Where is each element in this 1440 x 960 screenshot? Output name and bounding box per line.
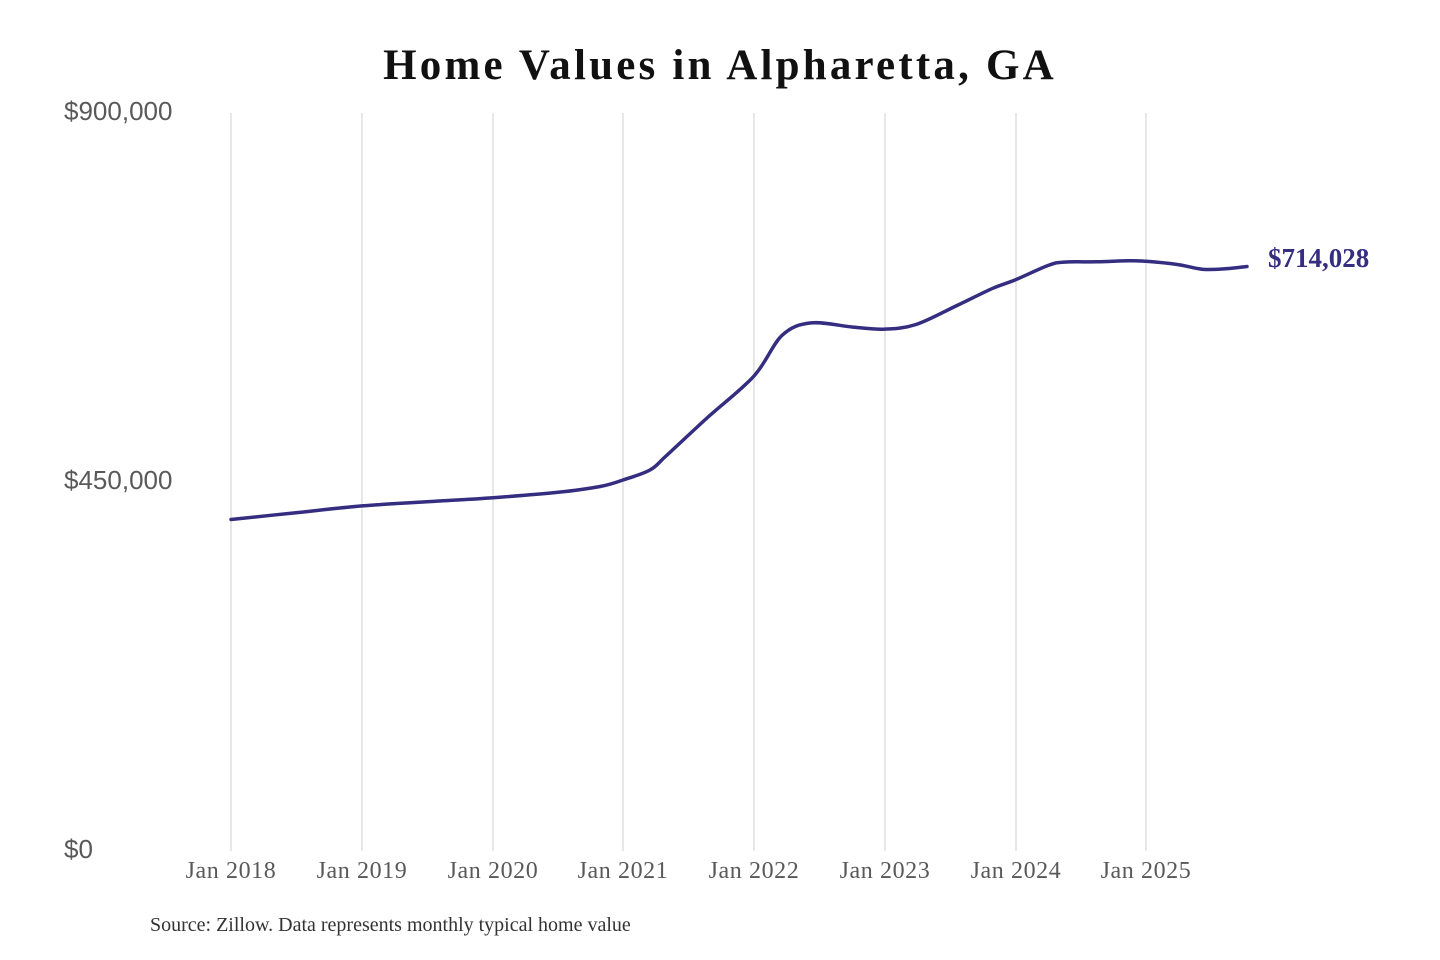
svg-text:Jan 2025: Jan 2025	[1101, 858, 1192, 884]
svg-text:$450,000: $450,000	[64, 465, 172, 495]
svg-text:Jan 2022: Jan 2022	[709, 858, 800, 884]
svg-text:Jan 2021: Jan 2021	[578, 858, 669, 884]
svg-text:$900,000: $900,000	[64, 96, 172, 126]
svg-text:Jan 2019: Jan 2019	[317, 858, 408, 884]
svg-text:Jan 2023: Jan 2023	[840, 858, 931, 884]
svg-text:$714,028: $714,028	[1268, 243, 1369, 273]
svg-text:Jan 2020: Jan 2020	[448, 858, 539, 884]
svg-text:Jan 2018: Jan 2018	[186, 858, 277, 884]
svg-text:Jan 2024: Jan 2024	[971, 858, 1062, 884]
svg-text:$0: $0	[64, 834, 93, 864]
